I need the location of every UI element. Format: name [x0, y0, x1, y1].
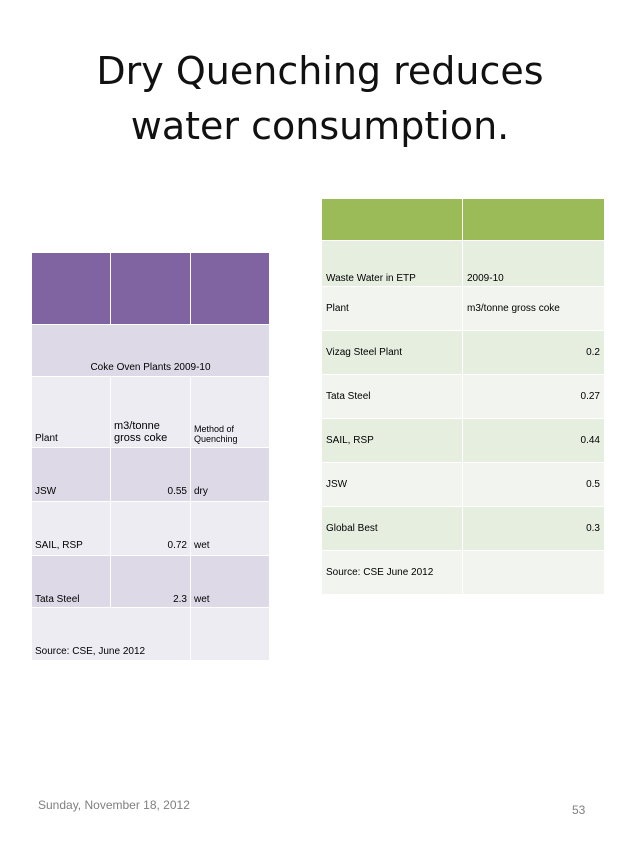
- header-cell: [31, 252, 111, 325]
- cell-value: 0.72: [110, 501, 191, 556]
- cell-plant: SAIL, RSP: [31, 501, 111, 556]
- cell-value: 0.55: [110, 447, 191, 502]
- table-source: Source: CSE June 2012: [321, 550, 463, 595]
- cell-plant: Vizag Steel Plant: [321, 330, 463, 375]
- title-line-1: Dry Quenching reduces: [96, 49, 544, 93]
- cell-value: 0.44: [462, 418, 605, 463]
- table-row: Global Best 0.3: [321, 506, 605, 551]
- header-cell: [321, 198, 463, 241]
- header-cell: [110, 252, 191, 325]
- waste-water-table: Waste Water in ETP 2009-10 Plant m3/tonn…: [321, 198, 605, 595]
- column-header-row: Plant m3/tonne gross coke: [321, 286, 605, 331]
- caption-row: Coke Oven Plants 2009-10: [31, 324, 270, 377]
- empty-cell: [190, 607, 270, 661]
- table-source: Source: CSE, June 2012: [31, 607, 191, 661]
- caption-row: Waste Water in ETP 2009-10: [321, 240, 605, 287]
- column-header-plant: Plant: [31, 376, 111, 448]
- header-cell: [462, 198, 605, 241]
- table-header-row: [321, 198, 605, 241]
- table-header-row: [31, 252, 270, 325]
- source-row: Source: CSE June 2012: [321, 550, 605, 595]
- cell-plant: JSW: [31, 447, 111, 502]
- column-header-value: m3/tonne gross coke: [110, 376, 191, 448]
- cell-plant: Tata Steel: [31, 555, 111, 608]
- table-row: JSW 0.55 dry: [31, 447, 270, 502]
- table-caption: Coke Oven Plants 2009-10: [31, 324, 270, 377]
- table-row: Tata Steel 0.27: [321, 374, 605, 419]
- cell-value: 0.27: [462, 374, 605, 419]
- slide-title: Dry Quenching reduces water consumption.: [40, 44, 600, 154]
- table-row: SAIL, RSP 0.44: [321, 418, 605, 463]
- cell-value: 0.2: [462, 330, 605, 375]
- column-header-row: Plant m3/tonne gross coke Method of Quen…: [31, 376, 270, 448]
- cell-value: 0.5: [462, 462, 605, 507]
- source-row: Source: CSE, June 2012: [31, 607, 270, 661]
- footer-date: Sunday, November 18, 2012: [38, 798, 190, 812]
- cell-method: wet: [190, 555, 270, 608]
- empty-cell: [462, 550, 605, 595]
- cell-value: 0.3: [462, 506, 605, 551]
- table-year: 2009-10: [462, 240, 605, 287]
- cell-plant: SAIL, RSP: [321, 418, 463, 463]
- header-cell: [190, 252, 270, 325]
- cell-plant: Tata Steel: [321, 374, 463, 419]
- column-header-value: m3/tonne gross coke: [462, 286, 605, 331]
- table-row: SAIL, RSP 0.72 wet: [31, 501, 270, 556]
- column-header-plant: Plant: [321, 286, 463, 331]
- page-number: 53: [572, 803, 586, 817]
- column-header-method: Method of Quenching: [190, 376, 270, 448]
- table-row: Tata Steel 2.3 wet: [31, 555, 270, 608]
- coke-oven-table: Coke Oven Plants 2009-10 Plant m3/tonne …: [31, 252, 270, 661]
- cell-plant: Global Best: [321, 506, 463, 551]
- title-line-2: water consumption.: [130, 104, 510, 148]
- cell-method: wet: [190, 501, 270, 556]
- table-caption: Waste Water in ETP: [321, 240, 463, 287]
- cell-value: 2.3: [110, 555, 191, 608]
- cell-method: dry: [190, 447, 270, 502]
- cell-plant: JSW: [321, 462, 463, 507]
- table-row: JSW 0.5: [321, 462, 605, 507]
- table-row: Vizag Steel Plant 0.2: [321, 330, 605, 375]
